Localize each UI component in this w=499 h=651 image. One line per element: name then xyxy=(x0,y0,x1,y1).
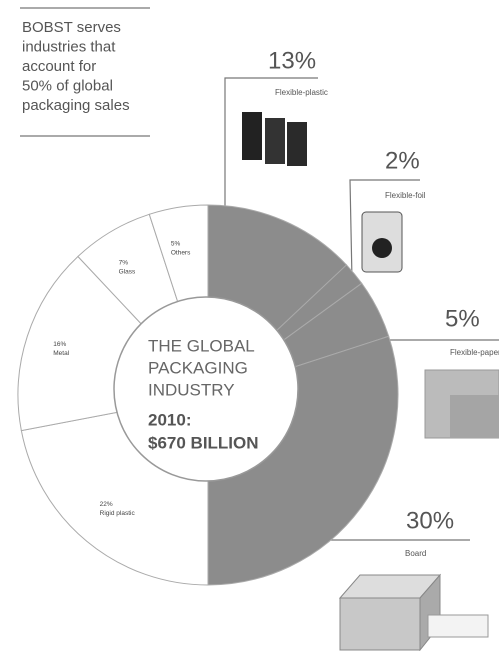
category-label: Glass xyxy=(119,268,136,275)
center-text: PACKAGING xyxy=(148,358,248,377)
note-text: industries that xyxy=(22,38,116,55)
note-text: BOBST serves xyxy=(22,19,121,36)
center-total: $670 BILLION xyxy=(148,433,259,452)
note-text: account for xyxy=(22,58,96,75)
value-label: 13% xyxy=(268,47,316,74)
center-total: 2010: xyxy=(148,410,191,429)
category-label: Flexible-foil xyxy=(385,191,426,200)
product-image xyxy=(424,369,499,439)
category-label: Flexible-plastic xyxy=(275,88,328,97)
value-label: 2% xyxy=(385,147,420,174)
category-label: Others xyxy=(171,250,191,257)
product-image xyxy=(242,112,307,166)
leader-line xyxy=(224,77,318,215)
value-label: 5% xyxy=(445,305,480,332)
value-label: 5% xyxy=(171,241,181,248)
note-text: packaging sales xyxy=(22,97,130,114)
product-image xyxy=(338,573,489,651)
value-label: 22% xyxy=(100,501,113,508)
category-label: Metal xyxy=(53,350,69,357)
center-text: INDUSTRY xyxy=(148,380,235,399)
leader-line xyxy=(349,179,420,281)
category-label: Rigid plastic xyxy=(100,510,136,517)
value-label: 16% xyxy=(53,341,66,348)
category-label: Board xyxy=(405,549,426,558)
donut-hole xyxy=(113,296,299,482)
category-label: Flexible-paper xyxy=(450,348,499,357)
center-text: THE GLOBAL xyxy=(148,336,255,355)
value-label: 7% xyxy=(119,259,129,266)
value-label: 30% xyxy=(406,507,454,534)
product-image xyxy=(361,211,403,273)
note-text: 50% of global xyxy=(22,77,113,94)
